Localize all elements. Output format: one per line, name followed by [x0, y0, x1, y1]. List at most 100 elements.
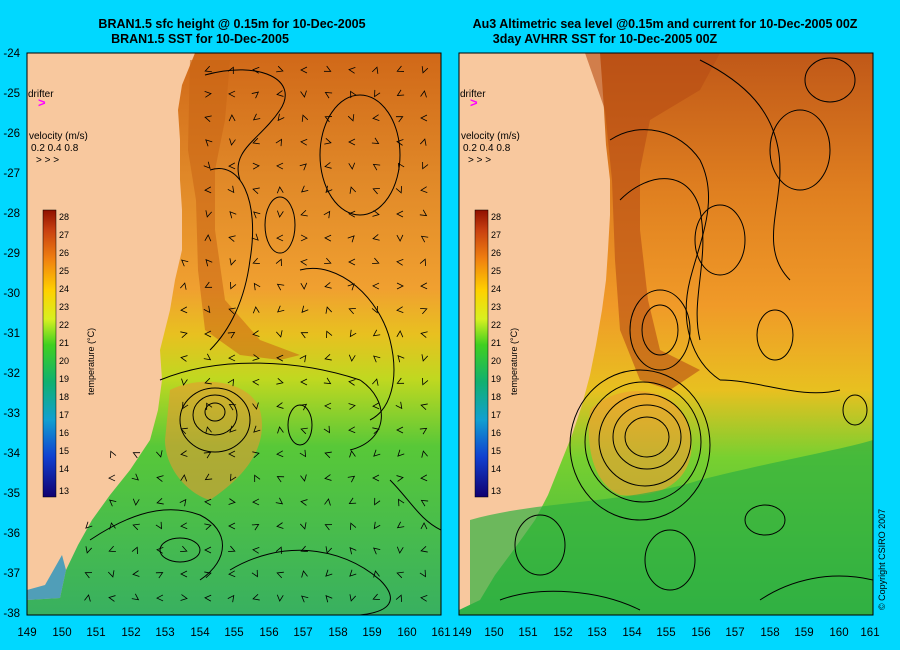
- velocity-arrow-icon: [348, 162, 356, 170]
- lon-label: 155: [656, 627, 675, 639]
- cbar-tick: 28: [59, 212, 69, 222]
- velocity-arrow-icon: [395, 186, 402, 194]
- velocity-arrow-icon: [276, 476, 285, 483]
- lon-label: 160: [397, 627, 416, 639]
- velocity-arrow-icon: [300, 90, 307, 98]
- velocity-arrow-icon: [348, 210, 356, 218]
- velocity-arrow-icon: [395, 594, 402, 602]
- lon-label: 153: [587, 627, 606, 639]
- cbar-tick: 20: [491, 356, 501, 366]
- velocity-arrow-icon: [372, 593, 380, 600]
- velocity-arrow-icon: [276, 571, 284, 579]
- velocity-arrow-icon: [349, 186, 357, 194]
- right-title-line1: Au3 Altimetric sea level @0.15m and curr…: [473, 17, 858, 31]
- lon-label: 149: [17, 627, 36, 639]
- cbar-tick: 24: [491, 284, 501, 294]
- velocity-arrow-icon: [84, 572, 93, 579]
- lon-label: 149: [452, 627, 471, 639]
- velocity-arrow-icon: [420, 594, 428, 602]
- velocity-arrow-icon: [419, 209, 428, 217]
- velocity-arrow-icon: [205, 139, 213, 147]
- velocity-arrows-icon: > > >: [36, 155, 59, 166]
- velocity-arrow-icon: [180, 594, 188, 601]
- velocity-arrow-icon: [109, 522, 116, 530]
- velocity-arrow-icon: [252, 162, 260, 170]
- velocity-arrow-icon: [374, 89, 381, 98]
- left-eddy-warm: [165, 381, 262, 500]
- velocity-arrow-icon: [349, 329, 357, 338]
- velocity-arrow-icon: [228, 354, 236, 362]
- lon-label: 150: [52, 627, 71, 639]
- velocity-arrow-icon: [325, 569, 333, 577]
- velocity-arrow-icon: [373, 521, 381, 530]
- velocity-arrow-icon: [204, 330, 212, 338]
- velocity-arrow-icon: [156, 594, 164, 602]
- velocity-arrow-icon: [420, 545, 428, 553]
- lon-label: 159: [362, 627, 381, 639]
- cbar-tick: 13: [491, 486, 501, 496]
- velocity-arrow-icon: [228, 235, 236, 242]
- cbar-tick: 25: [59, 266, 69, 276]
- velocity-arrow-icon: [372, 402, 380, 410]
- velocity-arrow-icon: [347, 283, 355, 291]
- velocity-arrow-icon: [229, 473, 237, 482]
- velocity-arrow-icon: [323, 425, 331, 434]
- velocity-arrow-icon: [419, 427, 428, 435]
- left-map-panel: [26, 52, 442, 616]
- cbar-tick: 13: [59, 486, 69, 496]
- velocity-values: 0.2 0.4 0.8: [31, 143, 79, 154]
- velocity-arrow-icon: [276, 354, 284, 362]
- velocity-arrow-icon: [276, 90, 284, 97]
- velocity-title: velocity (m/s): [29, 131, 88, 142]
- velocity-arrow-icon: [420, 235, 429, 243]
- velocity-arrow-icon: [421, 354, 429, 362]
- velocity-arrow-icon: [275, 546, 282, 554]
- velocity-arrow-icon: [348, 258, 356, 266]
- velocity-arrow-icon: [299, 163, 307, 171]
- velocity-arrow-icon: [155, 521, 162, 530]
- velocity-arrow-icon: [323, 377, 332, 385]
- velocity-arrow-icon: [131, 593, 140, 601]
- lat-label: -33: [3, 408, 20, 420]
- velocity-arrow-icon: [372, 329, 381, 337]
- velocity-arrow-icon: [300, 209, 308, 217]
- velocity-arrow-icon: [204, 234, 212, 242]
- velocity-arrow-icon: [395, 401, 403, 410]
- velocity-arrow-icon: [276, 65, 284, 73]
- left-cold-coast: [27, 555, 66, 600]
- velocity-arrow-icon: [227, 378, 235, 387]
- left-title-line2: BRAN1.5 SST for 10-Dec-2005: [111, 32, 289, 46]
- cbar-tick: 17: [59, 410, 69, 420]
- left-legend: drifter > velocity (m/s) 0.2 0.4 0.8 > >…: [28, 89, 96, 498]
- velocity-arrow-icon: [324, 498, 331, 506]
- velocity-arrow-icon: [252, 593, 260, 601]
- lon-label: 154: [190, 627, 210, 639]
- velocity-arrow-icon: [372, 427, 380, 434]
- cbar-tick: 22: [59, 320, 69, 330]
- velocity-arrow-icon: [85, 521, 93, 529]
- left-warm-current: [188, 60, 300, 360]
- velocity-arrow-icon: [252, 498, 260, 506]
- velocity-arrow-icon: [420, 403, 428, 411]
- velocity-arrow-icon: [349, 450, 356, 458]
- velocity-arrow-icon: [373, 449, 381, 457]
- velocity-arrow-icon: [299, 522, 307, 530]
- velocity-arrow-icon: [108, 545, 116, 553]
- velocity-arrow-icon: [350, 522, 357, 530]
- velocity-arrow-icon: [299, 354, 307, 363]
- velocity-arrow-icon: [347, 114, 355, 122]
- temperature-axis-label: temperature (°C): [509, 328, 519, 395]
- cbar-tick: 15: [491, 446, 501, 456]
- velocity-arrow-icon: [276, 378, 284, 385]
- velocity-arrow-icon: [276, 522, 284, 529]
- velocity-arrow-icon: [251, 524, 260, 531]
- cbar-tick: 21: [491, 338, 501, 348]
- lon-label: 157: [725, 627, 744, 639]
- velocity-arrow-icon: [348, 379, 356, 386]
- velocity-arrow-icon: [228, 404, 237, 411]
- velocity-arrow-icon: [276, 283, 285, 291]
- velocity-arrow-icon: [301, 570, 308, 578]
- velocity-arrow-icon: [325, 595, 333, 603]
- velocity-arrow-icon: [299, 449, 307, 458]
- velocity-arrow-icon: [324, 451, 332, 459]
